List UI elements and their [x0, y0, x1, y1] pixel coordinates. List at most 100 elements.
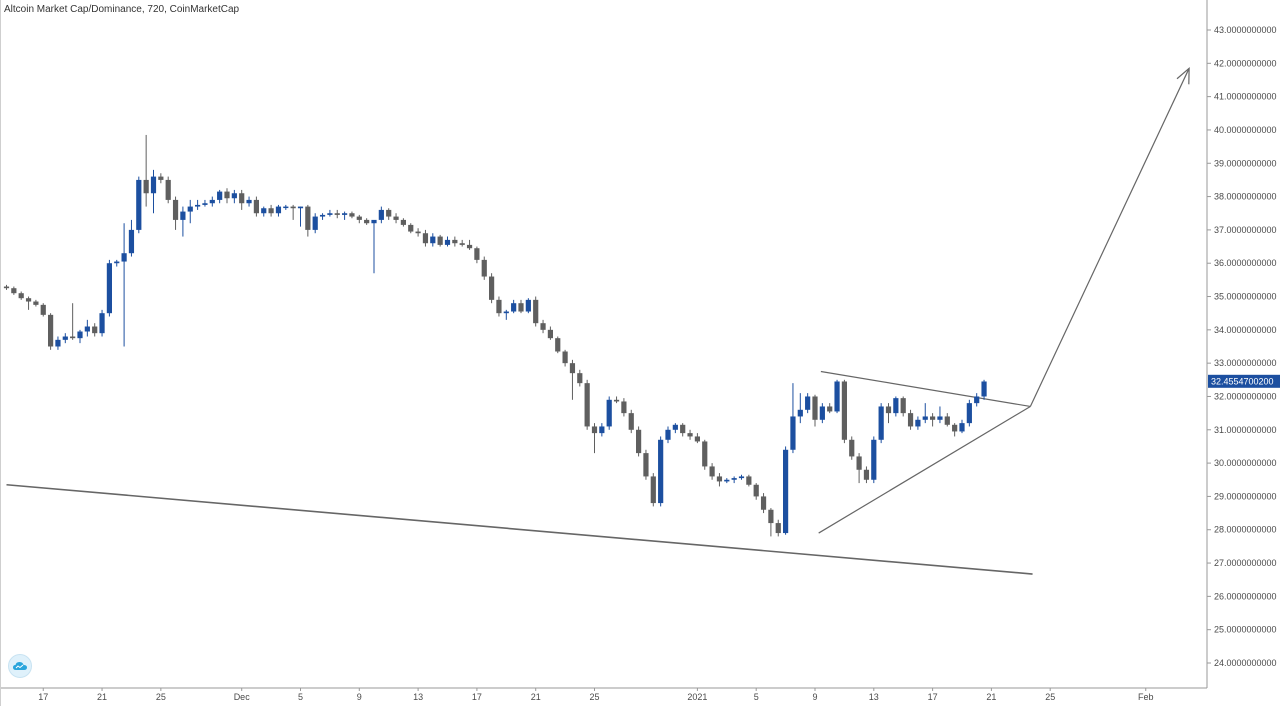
candle-body — [834, 381, 840, 412]
candle — [92, 323, 98, 337]
candle — [3, 284, 10, 290]
candle — [974, 393, 980, 407]
candle-body — [937, 416, 943, 420]
y-tick-label: 32.0000000000 — [1214, 391, 1277, 401]
candle — [165, 176, 171, 204]
candle-body — [275, 206, 282, 214]
candle — [349, 211, 355, 219]
x-tick-label: 25 — [589, 692, 599, 702]
triangle-lower-line[interactable] — [818, 405, 1031, 534]
candle-body — [239, 193, 245, 204]
candle — [334, 209, 340, 219]
candle — [849, 436, 855, 460]
y-tick-label: 39.0000000000 — [1214, 158, 1277, 168]
candle-body — [489, 276, 495, 300]
candle — [136, 176, 142, 234]
candle — [636, 426, 642, 457]
y-tick-label: 41.0000000000 — [1214, 92, 1277, 102]
triangle-upper-line[interactable] — [820, 370, 1031, 408]
candle — [555, 336, 561, 354]
candle — [856, 453, 862, 484]
candle-body — [805, 396, 811, 410]
candle-body — [687, 433, 693, 437]
candle-body — [841, 381, 847, 440]
candle-body — [591, 426, 598, 434]
candle — [99, 309, 105, 337]
x-tick-label: 25 — [1045, 692, 1055, 702]
candle — [239, 189, 245, 210]
candle-body — [643, 453, 649, 477]
candle-body — [496, 299, 502, 314]
candle-body — [180, 211, 186, 220]
candle-body — [99, 313, 105, 334]
candle — [915, 416, 921, 430]
candle — [55, 336, 61, 350]
candle — [827, 403, 833, 414]
candle — [158, 173, 164, 184]
candle-body — [84, 326, 90, 332]
candle — [547, 326, 553, 340]
candle-body — [55, 339, 61, 347]
candle — [709, 463, 715, 480]
candle-body — [783, 449, 789, 534]
candle-body — [702, 441, 708, 467]
candle — [584, 379, 590, 430]
y-tick-label: 34.0000000000 — [1214, 325, 1277, 335]
candle — [694, 433, 700, 444]
candle — [650, 473, 656, 507]
candle-body — [709, 466, 715, 477]
candle-body — [525, 299, 531, 312]
y-tick-label: 42.0000000000 — [1214, 58, 1277, 68]
candle-body — [378, 209, 384, 220]
long-term-trendline[interactable] — [6, 483, 1033, 575]
candle — [459, 239, 465, 247]
x-tick-label: 5 — [298, 692, 303, 702]
candle-body — [114, 261, 120, 264]
candle-body — [165, 179, 171, 200]
candle-body — [459, 243, 465, 245]
candle-body — [606, 399, 612, 427]
candle — [680, 423, 686, 437]
candle — [790, 383, 796, 454]
candle — [474, 246, 480, 264]
x-tick-label: 13 — [413, 692, 423, 702]
candle-body — [797, 409, 803, 417]
candle — [937, 406, 943, 424]
candle — [489, 273, 495, 304]
candle — [496, 296, 502, 317]
candle — [422, 229, 429, 247]
candle-body — [224, 191, 230, 199]
drawing-layer[interactable] — [6, 66, 1190, 575]
candle — [217, 189, 223, 204]
x-tick-label: 17 — [472, 692, 482, 702]
candle — [386, 208, 392, 220]
candle — [342, 211, 348, 220]
candle — [444, 236, 451, 247]
y-tick-label: 35.0000000000 — [1214, 292, 1277, 302]
candle — [724, 478, 730, 484]
candle-body — [62, 336, 68, 340]
candle-body — [636, 429, 642, 454]
candle — [834, 379, 840, 414]
breakout-arrow[interactable] — [1029, 68, 1190, 407]
candle — [760, 493, 767, 514]
candle-body — [136, 179, 142, 230]
candle-body — [481, 259, 487, 277]
candle — [687, 429, 693, 440]
candle — [62, 333, 68, 344]
candle-body — [952, 424, 958, 432]
candle — [562, 349, 568, 367]
candle-body — [959, 423, 965, 432]
coinmarketcap-cloud-icon[interactable] — [8, 654, 32, 678]
y-tick-label: 31.0000000000 — [1214, 425, 1277, 435]
candle-body — [422, 233, 429, 244]
candle — [481, 256, 487, 280]
last-price-label: 32.4554700200 — [1211, 376, 1274, 386]
x-tick-label: 17 — [928, 692, 938, 702]
candle — [577, 369, 583, 387]
candle — [907, 409, 914, 430]
candle-body — [790, 416, 796, 450]
candle-body — [18, 293, 24, 299]
